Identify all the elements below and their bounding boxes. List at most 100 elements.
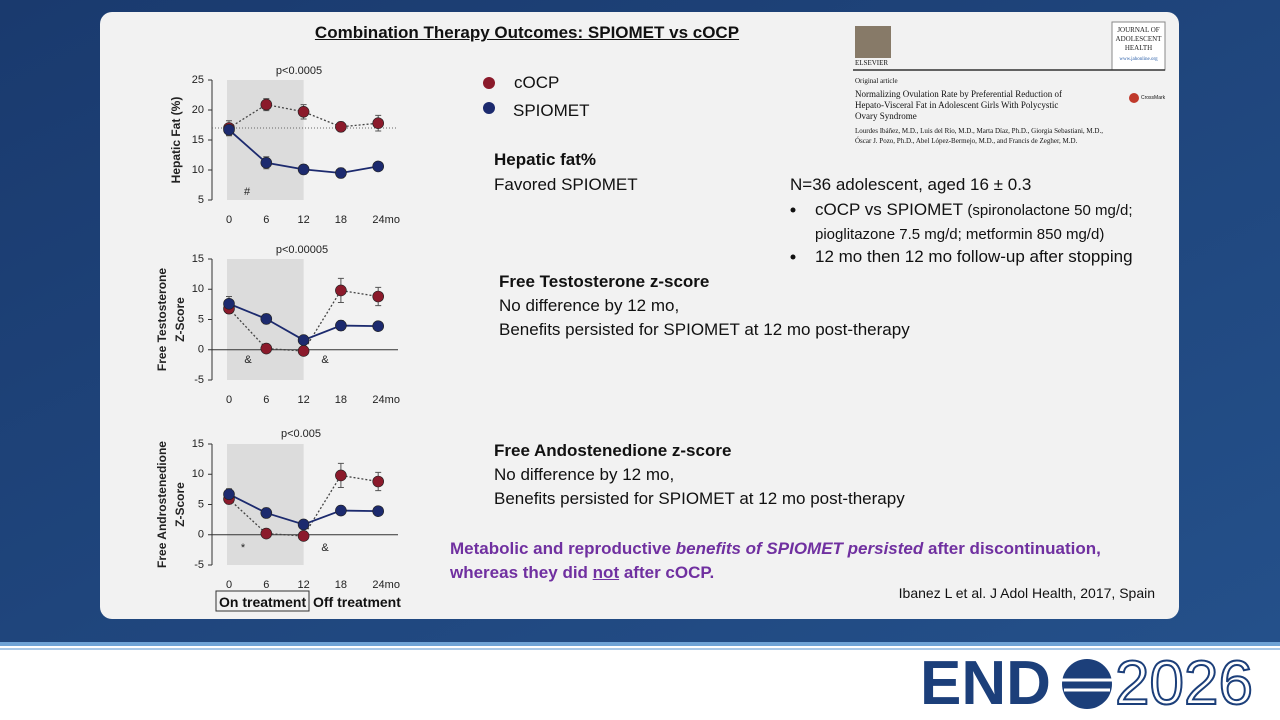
data-point <box>335 121 347 133</box>
y-tick-label: 5 <box>198 313 204 325</box>
annotation: p<0.0005 <box>276 65 322 77</box>
conclusion-line: whereas they did not after cOCP. <box>450 561 1101 585</box>
bullet-lead: cOCP vs SPIOMET <box>815 200 968 219</box>
data-point <box>372 117 385 129</box>
data-point <box>260 527 273 540</box>
author-line: Óscar J. Pozo, Ph.D., Abel López-Bermejo… <box>855 137 1078 145</box>
x-tick-label: 24mo <box>372 214 400 226</box>
finding-text: No difference by 12 mo, <box>494 465 675 484</box>
conclusion: Metabolic and reproductive benefits of S… <box>450 537 1101 585</box>
annotation: p<0.00005 <box>276 244 328 256</box>
data-point <box>372 160 385 173</box>
author-line: Lourdes Ibáñez, M.D., Luis del Río, M.D.… <box>855 127 1103 135</box>
finding-text: Benefits persisted for SPIOMET at 12 mo … <box>499 320 910 339</box>
logo-right: 2026 <box>1114 648 1254 719</box>
crossmark-icon <box>1129 93 1139 103</box>
logo-left: END <box>920 649 1051 718</box>
y-tick-label: 10 <box>192 468 204 480</box>
x-tick-label: 6 <box>263 579 269 591</box>
content-panel <box>100 12 1179 619</box>
conclusion-segment: benefits of SPIOMET persisted <box>675 539 924 558</box>
phase-label: Off treatment <box>313 594 401 610</box>
legend-marker <box>483 77 495 89</box>
y-tick-label: -5 <box>194 559 204 571</box>
title-line: Normalizing Ovulation Rate by Preferenti… <box>855 89 1062 99</box>
finding-heading: Free Andostenedione z-score <box>494 441 732 460</box>
journal-line: ADOLESCENT <box>1115 35 1162 43</box>
data-point <box>260 507 273 519</box>
data-point <box>297 345 310 357</box>
y-tick-label: 10 <box>192 283 204 295</box>
x-tick-label: 6 <box>263 394 269 406</box>
data-point <box>335 504 347 517</box>
x-tick-label: 18 <box>335 214 347 226</box>
x-tick-label: 18 <box>335 579 347 591</box>
data-point <box>335 167 347 179</box>
data-point <box>297 106 310 118</box>
stripe <box>0 642 1280 646</box>
bullet-detail: (spironolactone 50 mg/d; pioglitazone 7.… <box>815 202 1133 243</box>
phase-box <box>215 590 310 612</box>
legend-label: cOCP <box>514 73 560 92</box>
finding-text: No difference by 12 mo, <box>499 296 680 315</box>
on-treatment-shade <box>227 80 304 200</box>
y-axis-label: Z-Score <box>173 297 187 342</box>
data-point <box>297 334 310 346</box>
annotation: & <box>244 354 252 366</box>
x-tick-label: 24mo <box>372 579 400 591</box>
data-point <box>260 98 273 111</box>
citation: Ibanez L et al. J Adol Health, 2017, Spa… <box>898 585 1155 601</box>
data-point <box>260 313 273 325</box>
bullet-lead: 12 mo then 12 mo follow-up after stoppin… <box>815 247 1133 266</box>
x-tick-label: 0 <box>226 394 232 406</box>
y-axis-label: Hepatic Fat (%) <box>169 97 183 184</box>
journal-url: www.jahonline.org <box>1119 57 1158 62</box>
data-point <box>223 488 235 501</box>
conclusion-segment: after cOCP. <box>619 563 715 582</box>
article-kind: Original article <box>855 77 898 85</box>
data-point <box>372 505 385 517</box>
data-point <box>223 124 235 136</box>
x-tick-label: 0 <box>226 579 232 591</box>
annotation: & <box>321 542 329 554</box>
annotation: * <box>241 542 246 554</box>
annotation: # <box>244 186 251 198</box>
conclusion-segment: after discontinuation, <box>923 539 1101 558</box>
y-tick-label: 0 <box>198 344 204 356</box>
journal-line: HEALTH <box>1124 44 1153 52</box>
finding-text: Favored SPIOMET <box>494 175 638 194</box>
data-point <box>260 157 273 169</box>
data-point <box>297 530 310 542</box>
conclusion-segment: whereas they did <box>450 563 593 582</box>
y-tick-label: 15 <box>192 438 204 450</box>
study-intro: N=36 adolescent, aged 16 ± 0.3 <box>790 175 1032 194</box>
conclusion-segment: not <box>592 563 620 582</box>
article-title: Normalizing Ovulation Rate by Preferenti… <box>855 89 1062 122</box>
conclusion-line: Metabolic and reproductive benefits of S… <box>450 537 1101 561</box>
data-point <box>335 469 347 482</box>
phase-label: On treatment <box>219 594 307 610</box>
title-line: Ovary Syndrome <box>855 111 917 121</box>
y-axis-label: Z-Score <box>173 482 187 527</box>
data-point <box>372 290 385 303</box>
x-tick-label: 18 <box>335 394 347 406</box>
y-tick-label: 5 <box>198 498 204 510</box>
finding-heading: Free Testosterone z-score <box>499 272 710 291</box>
stripe <box>0 648 1280 650</box>
y-axis-label: Free Androstenedione <box>155 441 169 568</box>
y-tick-label: 20 <box>192 104 204 116</box>
y-axis-label: Free Testosterone <box>155 268 169 371</box>
annotation: p<0.005 <box>281 428 321 440</box>
publisher-logo <box>855 26 891 58</box>
annotation: & <box>321 354 329 366</box>
data-point <box>223 297 235 310</box>
data-point <box>335 284 347 297</box>
y-tick-label: 10 <box>192 164 204 176</box>
data-point <box>372 320 385 332</box>
data-point <box>335 319 347 332</box>
x-tick-label: 24mo <box>372 394 400 406</box>
crossmark: CrossMark <box>1141 95 1166 101</box>
study-bullet: 12 mo then 12 mo follow-up after stoppin… <box>815 245 1133 269</box>
bullet <box>790 254 796 260</box>
